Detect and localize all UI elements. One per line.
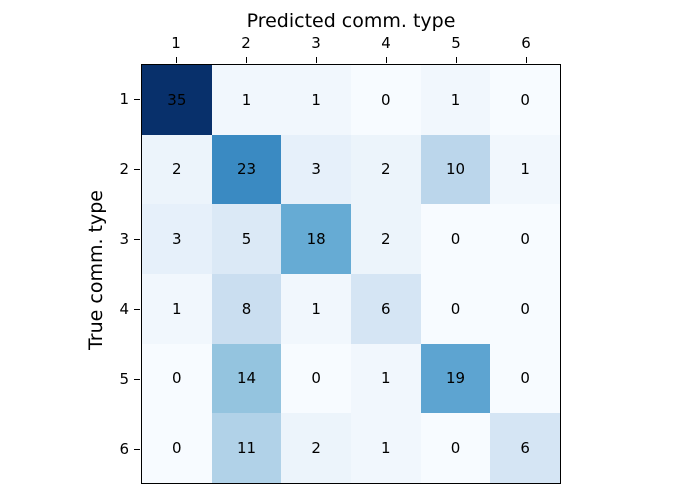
matrix-cell: 0 <box>281 343 351 414</box>
matrix-cell: 0 <box>420 204 491 274</box>
matrix-cell: 2 <box>350 204 421 274</box>
y-tick-mark <box>134 379 140 380</box>
y-axis-label: True comm. type <box>85 189 107 351</box>
matrix-cell: 11 <box>211 413 282 483</box>
matrix-cell: 1 <box>211 65 282 135</box>
matrix-cell: 0 <box>420 273 491 344</box>
x-tick-label: 3 <box>311 34 321 52</box>
y-tick-label: 4 <box>119 300 129 318</box>
matrix-cell: 1 <box>420 65 491 135</box>
matrix-cell: 0 <box>350 65 421 135</box>
matrix-cell: 1 <box>281 65 351 135</box>
y-tick-label: 5 <box>119 370 129 388</box>
x-tick-mark <box>386 57 387 63</box>
x-tick-mark <box>176 57 177 63</box>
y-tick-mark <box>134 99 140 100</box>
matrix-cell: 1 <box>281 273 351 344</box>
x-tick-label: 1 <box>171 34 181 52</box>
y-tick-mark <box>134 309 140 310</box>
y-tick-mark <box>134 449 140 450</box>
matrix-cell: 0 <box>420 413 491 483</box>
matrix-cell: 2 <box>281 413 351 483</box>
heatmap-grid: 35 1 1 0 1 0 2 23 3 2 10 1 3 5 18 2 0 0 1 8 1 6 0 0 0 14 0 1 19 0 0 11 2… <box>141 64 561 484</box>
matrix-cell: 1 <box>350 343 421 414</box>
matrix-cell: 3 <box>281 134 351 205</box>
matrix-cell: 1 <box>350 413 421 483</box>
x-axis-label: Predicted comm. type <box>246 10 456 32</box>
matrix-cell: 6 <box>350 273 421 344</box>
matrix-cell: 8 <box>211 273 282 344</box>
matrix-cell: 18 <box>281 204 351 274</box>
x-tick-mark <box>526 57 527 63</box>
y-tick-label: 3 <box>119 230 129 248</box>
x-tick-mark <box>316 57 317 63</box>
matrix-cell: 35 <box>142 65 212 135</box>
y-tick-mark <box>134 169 140 170</box>
matrix-cell: 2 <box>142 134 212 205</box>
matrix-cell: 10 <box>420 134 491 205</box>
x-tick-label: 2 <box>241 34 251 52</box>
x-tick-label: 5 <box>451 34 461 52</box>
matrix-cell: 0 <box>490 273 560 344</box>
matrix-cell: 5 <box>211 204 282 274</box>
matrix-cell: 6 <box>490 413 560 483</box>
matrix-cell: 0 <box>490 65 560 135</box>
matrix-cell: 1 <box>142 273 212 344</box>
x-tick-label: 4 <box>381 34 391 52</box>
matrix-cell: 3 <box>142 204 212 274</box>
matrix-cell: 2 <box>350 134 421 205</box>
y-tick-label: 1 <box>119 90 129 108</box>
y-tick-mark <box>134 239 140 240</box>
matrix-cell: 1 <box>490 134 560 205</box>
matrix-cell: 0 <box>490 343 560 414</box>
y-tick-label: 6 <box>119 440 129 458</box>
matrix-cell: 0 <box>490 204 560 274</box>
x-tick-mark <box>456 57 457 63</box>
y-tick-label: 2 <box>119 160 129 178</box>
matrix-cell: 23 <box>211 134 282 205</box>
matrix-cell: 0 <box>142 343 212 414</box>
matrix-cell: 14 <box>211 343 282 414</box>
matrix-cell: 0 <box>142 413 212 483</box>
matrix-cell: 19 <box>420 343 491 414</box>
x-tick-mark <box>246 57 247 63</box>
x-tick-label: 6 <box>521 34 531 52</box>
